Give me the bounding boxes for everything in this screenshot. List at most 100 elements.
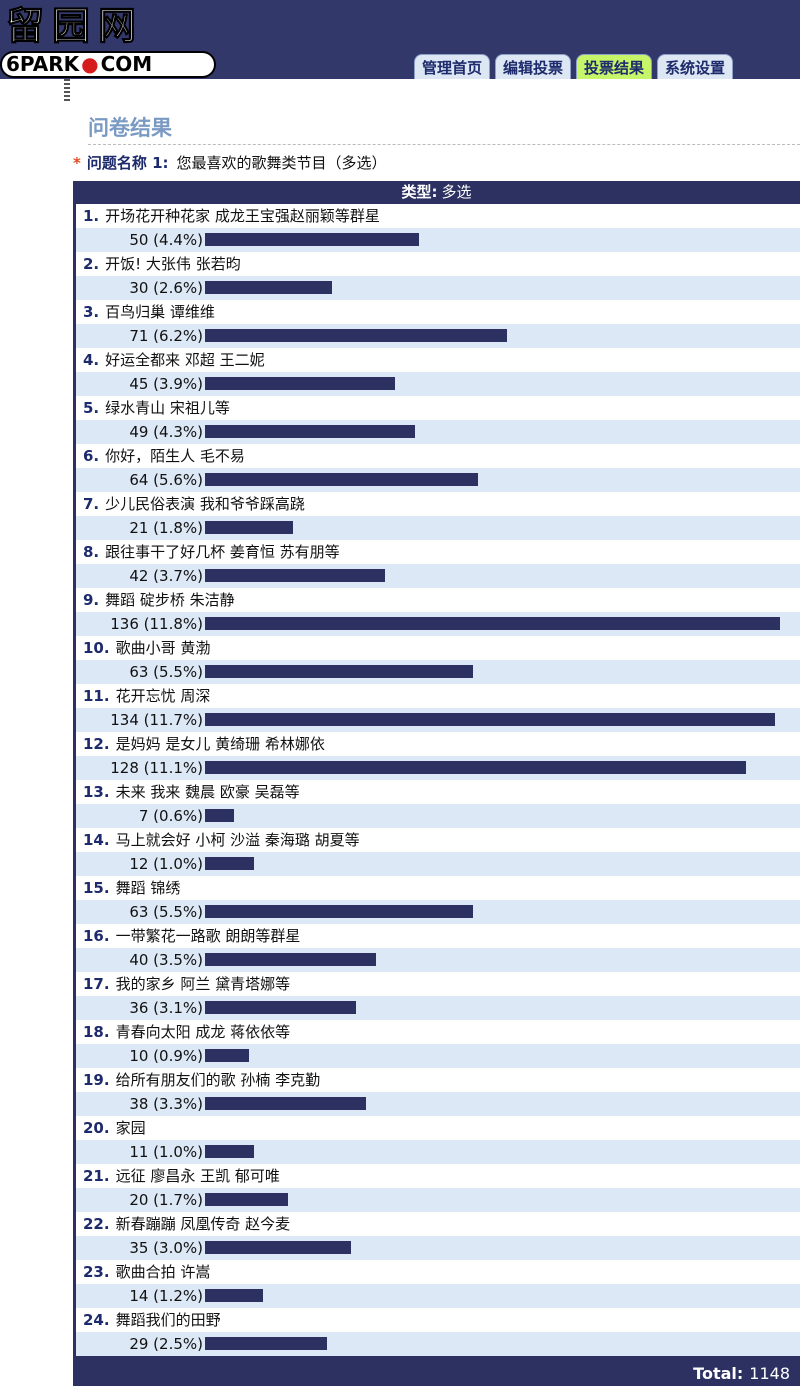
option-number: 22. [83, 1215, 110, 1233]
option-value-row: 38 (3.3%) [76, 1092, 800, 1116]
option-percent-bar [205, 473, 478, 486]
option-number: 4. [83, 351, 100, 369]
option-count: 10 (0.9%) [129, 1047, 203, 1065]
option-percent-bar [205, 425, 415, 438]
option-name: 少儿民俗表演 我和爷爷踩高跷 [105, 495, 305, 513]
option-count: 136 (11.8%) [110, 615, 203, 633]
option-count: 45 (3.9%) [129, 375, 203, 393]
option-number: 15. [83, 879, 110, 897]
option-value-row: 63 (5.5%) [76, 660, 800, 684]
option-number: 2. [83, 255, 100, 273]
question-text: 您最喜欢的歌舞类节目（多选） [176, 154, 387, 172]
option-label-row: 19. 给所有朋友们的歌 孙楠 李克勤 [76, 1068, 800, 1092]
required-star-icon: * [73, 154, 81, 172]
option-number: 20. [83, 1119, 110, 1137]
option-value-row: 10 (0.9%) [76, 1044, 800, 1068]
option-percent-bar [205, 905, 473, 918]
option-number: 3. [83, 303, 100, 321]
option-value-row: 42 (3.7%) [76, 564, 800, 588]
option-value-row: 12 (1.0%) [76, 852, 800, 876]
option-name: 马上就会好 小柯 沙溢 秦海璐 胡夏等 [115, 831, 360, 849]
site-header: 留园网 6PARK ● COM 管理首页 编辑投票 投票结果 系统设置 [0, 0, 800, 79]
option-count: 134 (11.7%) [110, 711, 203, 729]
option-percent-bar [205, 281, 332, 294]
option-count: 36 (3.1%) [129, 999, 203, 1017]
option-label-row: 18. 青春向太阳 成龙 蒋依依等 [76, 1020, 800, 1044]
option-label-row: 24. 舞蹈我们的田野 [76, 1308, 800, 1332]
tab-manage-home[interactable]: 管理首页 [414, 54, 491, 79]
option-name: 未来 我来 魏晨 欧豪 吴磊等 [115, 783, 300, 801]
option-value-row: 20 (1.7%) [76, 1188, 800, 1212]
logo-dot-icon: ● [81, 52, 99, 76]
option-value-row: 136 (11.8%) [76, 612, 800, 636]
option-name: 绿水青山 宋祖儿等 [105, 399, 230, 417]
option-percent-bar [205, 617, 780, 630]
option-value-row: 49 (4.3%) [76, 420, 800, 444]
option-value-row: 11 (1.0%) [76, 1140, 800, 1164]
option-number: 21. [83, 1167, 110, 1185]
option-text: 13. 未来 我来 魏晨 欧豪 吴磊等 [83, 780, 300, 804]
option-name: 是妈妈 是女儿 黄绮珊 希林娜依 [115, 735, 325, 753]
option-percent-bar [205, 329, 507, 342]
option-number: 8. [83, 543, 100, 561]
option-label-row: 8. 跟往事干了好几杯 姜育恒 苏有朋等 [76, 540, 800, 564]
option-label-row: 16. 一带繁花一路歌 朗朗等群星 [76, 924, 800, 948]
option-text: 4. 好运全都来 邓超 王二妮 [83, 348, 265, 372]
option-name: 我的家乡 阿兰 黛青塔娜等 [115, 975, 291, 993]
option-text: 14. 马上就会好 小柯 沙溢 秦海璐 胡夏等 [83, 828, 360, 852]
title-divider [88, 144, 800, 145]
option-name: 百鸟归巢 谭维维 [105, 303, 215, 321]
option-number: 17. [83, 975, 110, 993]
option-percent-bar [205, 1193, 288, 1206]
tab-system-settings[interactable]: 系统设置 [657, 54, 734, 79]
option-label-row: 9. 舞蹈 碇步桥 朱洁静 [76, 588, 800, 612]
option-number: 13. [83, 783, 110, 801]
option-name: 舞蹈 锦绣 [115, 879, 181, 897]
decorative-dots [64, 79, 70, 103]
option-value-row: 64 (5.6%) [76, 468, 800, 492]
option-name: 花开忘忧 周深 [115, 687, 211, 705]
option-name: 舞蹈 碇步桥 朱洁静 [105, 591, 235, 609]
option-text: 6. 你好，陌生人 毛不易 [83, 444, 245, 468]
option-number: 23. [83, 1263, 110, 1281]
option-number: 16. [83, 927, 110, 945]
option-number: 18. [83, 1023, 110, 1041]
type-value: 多选 [441, 183, 472, 201]
option-count: 14 (1.2%) [129, 1287, 203, 1305]
option-label-row: 20. 家园 [76, 1116, 800, 1140]
option-text: 8. 跟往事干了好几杯 姜育恒 苏有朋等 [83, 540, 340, 564]
option-count: 49 (4.3%) [129, 423, 203, 441]
option-name: 家园 [115, 1119, 146, 1137]
option-percent-bar [205, 857, 254, 870]
option-name: 新春蹦蹦 凤凰传奇 赵今麦 [115, 1215, 291, 1233]
option-text: 11. 花开忘忧 周深 [83, 684, 210, 708]
option-text: 12. 是妈妈 是女儿 黄绮珊 希林娜依 [83, 732, 325, 756]
site-logo-english[interactable]: 6PARK ● COM [0, 51, 216, 78]
option-count: 7 (0.6%) [138, 807, 203, 825]
option-count: 71 (6.2%) [129, 327, 203, 345]
tab-poll-results[interactable]: 投票结果 [576, 54, 653, 79]
option-percent-bar [205, 761, 746, 774]
page-title: 问卷结果 [88, 116, 172, 140]
option-percent-bar [205, 713, 775, 726]
option-name: 跟往事干了好几杯 姜育恒 苏有朋等 [105, 543, 340, 561]
option-count: 38 (3.3%) [129, 1095, 203, 1113]
option-number: 5. [83, 399, 100, 417]
option-number: 7. [83, 495, 100, 513]
tab-edit-poll[interactable]: 编辑投票 [495, 54, 572, 79]
option-label-row: 11. 花开忘忧 周深 [76, 684, 800, 708]
option-value-row: 21 (1.8%) [76, 516, 800, 540]
option-name: 青春向太阳 成龙 蒋依依等 [115, 1023, 291, 1041]
option-count: 29 (2.5%) [129, 1335, 203, 1353]
option-text: 22. 新春蹦蹦 凤凰传奇 赵今麦 [83, 1212, 290, 1236]
option-text: 9. 舞蹈 碇步桥 朱洁静 [83, 588, 235, 612]
option-value-row: 30 (2.6%) [76, 276, 800, 300]
option-count: 12 (1.0%) [129, 855, 203, 873]
site-logo-chinese[interactable]: 留园网 [5, 3, 145, 48]
option-percent-bar [205, 569, 385, 582]
option-text: 24. 舞蹈我们的田野 [83, 1308, 221, 1332]
option-count: 20 (1.7%) [129, 1191, 203, 1209]
option-value-row: 71 (6.2%) [76, 324, 800, 348]
option-number: 9. [83, 591, 100, 609]
option-percent-bar [205, 1337, 327, 1350]
